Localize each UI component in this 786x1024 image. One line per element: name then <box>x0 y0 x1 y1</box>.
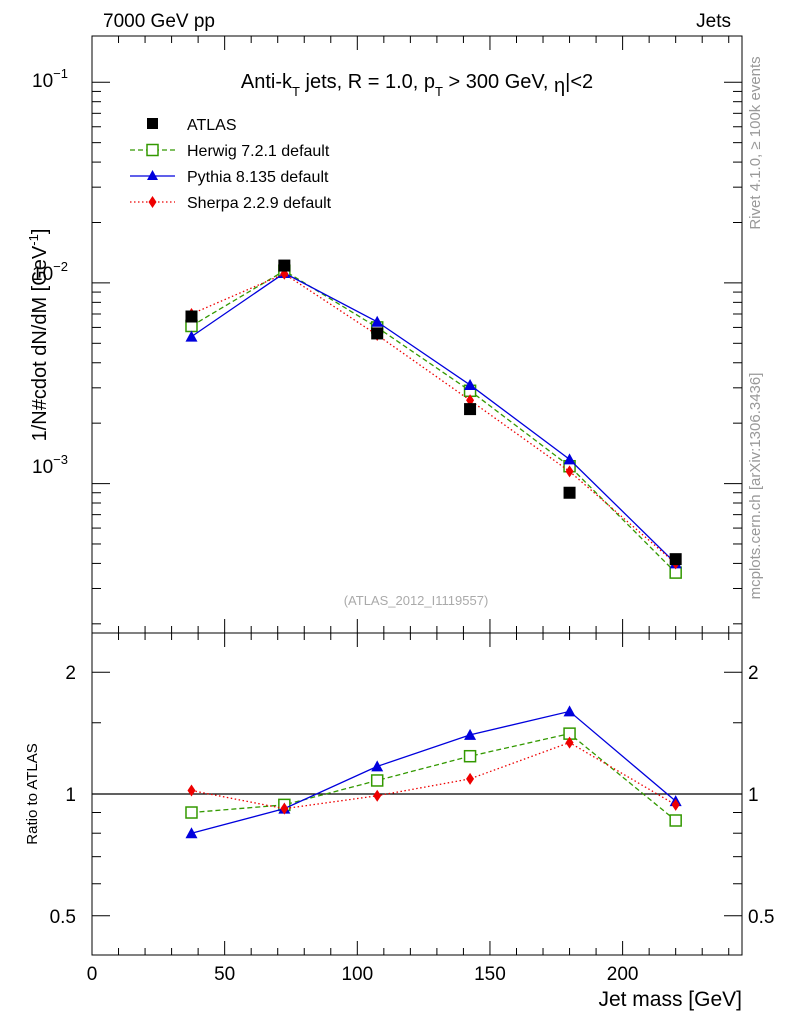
ratio-point <box>463 749 477 763</box>
ratio-y-tick-label-left: 2 <box>65 663 76 684</box>
header-left: 7000 GeV pp <box>103 11 215 32</box>
y-tick-exp-1e-2: −2 <box>53 259 68 274</box>
legend-entry-sherpa: Sherpa 2.2.9 default <box>130 195 332 212</box>
data-point <box>563 453 576 465</box>
y-tick-base-1e-3: 10 <box>32 457 53 478</box>
ratio-point <box>280 802 289 815</box>
y-tick-exp-1e-1: −1 <box>53 66 68 81</box>
y-tick-label-1e-2: 10−2 <box>32 259 68 285</box>
ratio-y-tick-label-left: 0.5 <box>50 907 76 928</box>
y-tick-label-1e-3: 10−3 <box>32 452 68 478</box>
data-point <box>185 310 198 323</box>
data-point <box>371 327 384 340</box>
legend-marker-pythia <box>147 170 158 180</box>
y-tick-exp-1e-3: −3 <box>53 452 68 467</box>
ratio-point <box>563 705 576 717</box>
legend-marker-atlas <box>147 118 158 129</box>
x-tick-label: 200 <box>607 964 639 985</box>
ratio-y-tick-label-left: 1 <box>65 785 76 806</box>
title-part-a: Anti-k <box>241 71 293 93</box>
y-tick-base-1e-2: 10 <box>32 264 53 285</box>
series-line <box>191 269 677 574</box>
ratio-series <box>185 705 682 839</box>
ratio-point <box>370 774 384 787</box>
x-tick-label: 50 <box>214 964 235 985</box>
data-point <box>464 403 477 416</box>
plot-title: Anti-kT jets, R = 1.0, pT > 300 GeV, η|<… <box>241 71 593 99</box>
ratio-series-sherpa <box>187 736 680 815</box>
series-line <box>191 273 677 564</box>
series-sherpa <box>187 267 680 570</box>
ylabel-sup: -1 <box>26 234 41 246</box>
ratio-point <box>187 784 196 797</box>
legend-marker-sherpa <box>148 196 157 208</box>
ratio-point <box>185 806 198 819</box>
series-pythia <box>185 267 682 569</box>
header-right: Jets <box>696 11 731 32</box>
mcplots-citation-text: mcplots.cern.ch [arXiv:1306.3436] <box>747 373 764 600</box>
title-part-d: |<2 <box>565 71 593 93</box>
y-tick-base-1e-1: 10 <box>32 71 53 92</box>
title-sub-kt: T <box>292 84 300 99</box>
x-tick-label: 150 <box>474 964 506 985</box>
series-herwig <box>185 264 682 579</box>
data-point <box>371 315 384 327</box>
ratio-tick-labels: 0.5 0.5 1 1 2 2 <box>50 663 775 928</box>
data-point <box>565 465 574 478</box>
x-tick-label: 100 <box>341 964 373 985</box>
title-eta: η <box>554 75 565 97</box>
data-point <box>278 259 291 272</box>
ratio-y-tick-label-right: 2 <box>748 663 759 684</box>
legend-entry-atlas: ATLAS <box>147 117 237 134</box>
title-part-b: jets, R = 1.0, p <box>300 71 435 93</box>
title-sub-pt: T <box>435 84 443 99</box>
axis-ticks: 0 50 100 150 200 <box>87 36 742 985</box>
legend-entry-pythia: Pythia 8.135 default <box>130 169 329 186</box>
rivet-version-text: Rivet 4.1.0, ≥ 100k events <box>747 56 764 229</box>
ratio-y-axis-label: Ratio to ATLAS <box>24 743 41 844</box>
main-y-axis-label: 1/N#cdot dN/dM [GeV-1] <box>26 229 51 442</box>
x-tick-label: 0 <box>87 964 98 985</box>
ratio-y-tick-label-right: 1 <box>748 785 759 806</box>
main-series <box>185 259 682 579</box>
legend-marker-herwig <box>146 143 159 157</box>
ratio-point <box>671 798 680 811</box>
ratio-point <box>185 827 198 839</box>
ratio-point <box>371 760 384 772</box>
analysis-watermark: (ATLAS_2012_I1119557) <box>344 593 489 608</box>
data-point <box>185 330 198 342</box>
legend-label-herwig: Herwig 7.2.1 default <box>187 143 330 160</box>
ratio-point <box>466 772 475 785</box>
ylabel-main: 1/N#cdot dN/dM [GeV <box>29 245 51 441</box>
legend: ATLAS Herwig 7.2.1 default Pythia 8.135 … <box>130 117 332 212</box>
ratio-point <box>669 814 682 827</box>
ratio-point <box>373 789 382 802</box>
data-point <box>563 486 576 499</box>
ratio-series-line <box>191 741 677 810</box>
series-atlas <box>185 259 682 566</box>
ratio-series-line <box>191 710 677 834</box>
ratio-y-tick-label-right: 0.5 <box>748 907 774 928</box>
y-tick-label-1e-1: 10−1 <box>32 66 68 92</box>
title-part-c: > 300 GeV, <box>443 71 554 93</box>
series-line <box>191 272 677 564</box>
legend-label-pythia: Pythia 8.135 default <box>187 169 329 186</box>
legend-label-sherpa: Sherpa 2.2.9 default <box>187 195 332 212</box>
ratio-point <box>464 728 477 740</box>
data-point <box>464 378 477 390</box>
ratio-point <box>565 736 574 749</box>
ratio-series-pythia <box>185 705 682 839</box>
ratio-series-line <box>191 732 677 822</box>
x-axis-label: Jet mass [GeV] <box>598 988 742 1011</box>
ylabel-end: ] <box>29 229 51 235</box>
legend-entry-herwig: Herwig 7.2.1 default <box>130 143 330 160</box>
legend-label-atlas: ATLAS <box>187 117 237 134</box>
data-point <box>669 553 682 566</box>
